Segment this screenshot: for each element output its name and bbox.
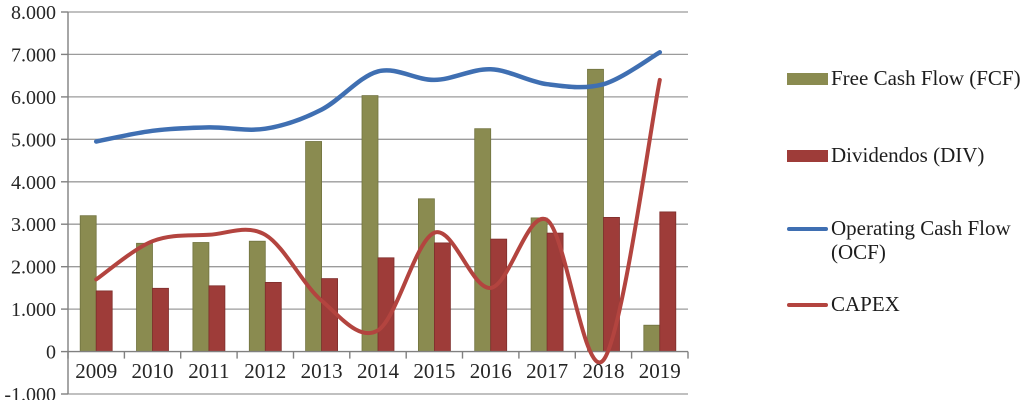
legend-label-div: Dividendos (DIV) — [831, 143, 985, 167]
legend-item-fcf: Free Cash Flow (FCF) — [787, 66, 1020, 90]
fcf-bar-2013 — [305, 141, 323, 353]
x-tick-label-2009: 2009 — [75, 359, 117, 383]
fcf-bar-2011 — [192, 242, 210, 352]
fcf-bar-2017 — [530, 217, 548, 352]
fcf-bar-swatch-icon — [787, 73, 828, 85]
div-bar-2014 — [377, 257, 395, 352]
x-tick-label-2012: 2012 — [244, 359, 286, 383]
fcf-bar-2018 — [587, 68, 604, 352]
y-tick-label: 4.000 — [11, 172, 56, 194]
legend-item-div: Dividendos (DIV) — [787, 143, 1020, 167]
axis-labels: 8.000 7.000 6.000 5.000 4.000 3.000 2.000 1.000… — [4, 2, 680, 400]
fcf-bar-2010 — [136, 242, 153, 352]
fcf-bar-2012 — [248, 240, 266, 352]
legend-label-fcf: Free Cash Flow (FCF) — [831, 66, 1020, 90]
legend-label-ocf: Operating Cash Flow (OCF) — [831, 216, 1011, 264]
y-tick-label: 5.000 — [11, 129, 56, 151]
x-tick-label-2010: 2010 — [132, 359, 174, 383]
div-bar-2019 — [659, 211, 677, 352]
fcf-bar-2016 — [474, 128, 492, 352]
x-tick-label-2018: 2018 — [583, 359, 625, 383]
div-bar-2010 — [152, 287, 169, 352]
y-tick-label: 1.000 — [11, 299, 56, 321]
div-bar-2012 — [264, 281, 282, 352]
capex-line — [94, 77, 662, 365]
combo-chart: 8.000 7.000 6.000 5.000 4.000 3.000 2.000 1.000… — [4, 2, 689, 400]
fcf-bar-2009 — [79, 215, 97, 352]
legend-item-ocf: Operating Cash Flow (OCF) — [787, 216, 1020, 264]
x-tick-label-2011: 2011 — [188, 359, 229, 383]
x-tick-label-2017: 2017 — [526, 359, 568, 383]
div-bar-2011 — [208, 285, 226, 352]
x-tick-label-2019: 2019 — [639, 359, 681, 383]
y-tick-label: 3.000 — [11, 214, 56, 236]
ocf-line-swatch-icon — [787, 227, 828, 231]
x-tick-label-2013: 2013 — [301, 359, 343, 383]
div-bar-2015 — [433, 242, 451, 352]
fcf-bar-2019 — [643, 324, 661, 352]
x-tick-label-2014: 2014 — [357, 359, 400, 383]
y-tick-label: 0 — [46, 342, 56, 364]
div-bar-2018 — [603, 216, 620, 352]
fcf-bar-2015 — [417, 198, 435, 353]
fcf-bar-2014 — [361, 95, 379, 352]
y-tick-label: -1.000 — [4, 384, 56, 400]
div-bars — [95, 211, 677, 353]
axes — [61, 11, 689, 395]
legend-label-capex: CAPEX — [831, 292, 900, 316]
x-tick-label-2016: 2016 — [470, 359, 512, 383]
capex-line-swatch-icon — [787, 303, 828, 307]
legend-item-capex: CAPEX — [787, 292, 1020, 316]
chart-legend: Free Cash Flow (FCF) Dividendos (DIV) Op… — [787, 0, 1020, 400]
y-tick-label: 8.000 — [11, 2, 56, 24]
y-tick-label: 2.000 — [11, 257, 56, 279]
y-tick-label: 6.000 — [11, 87, 56, 109]
ocf-line — [93, 50, 663, 144]
div-bar-swatch-icon — [787, 150, 828, 162]
div-bar-2009 — [95, 290, 113, 352]
y-tick-label: 7.000 — [11, 44, 56, 66]
div-bar-2016 — [490, 238, 508, 353]
x-tick-label-2015: 2015 — [413, 359, 455, 383]
